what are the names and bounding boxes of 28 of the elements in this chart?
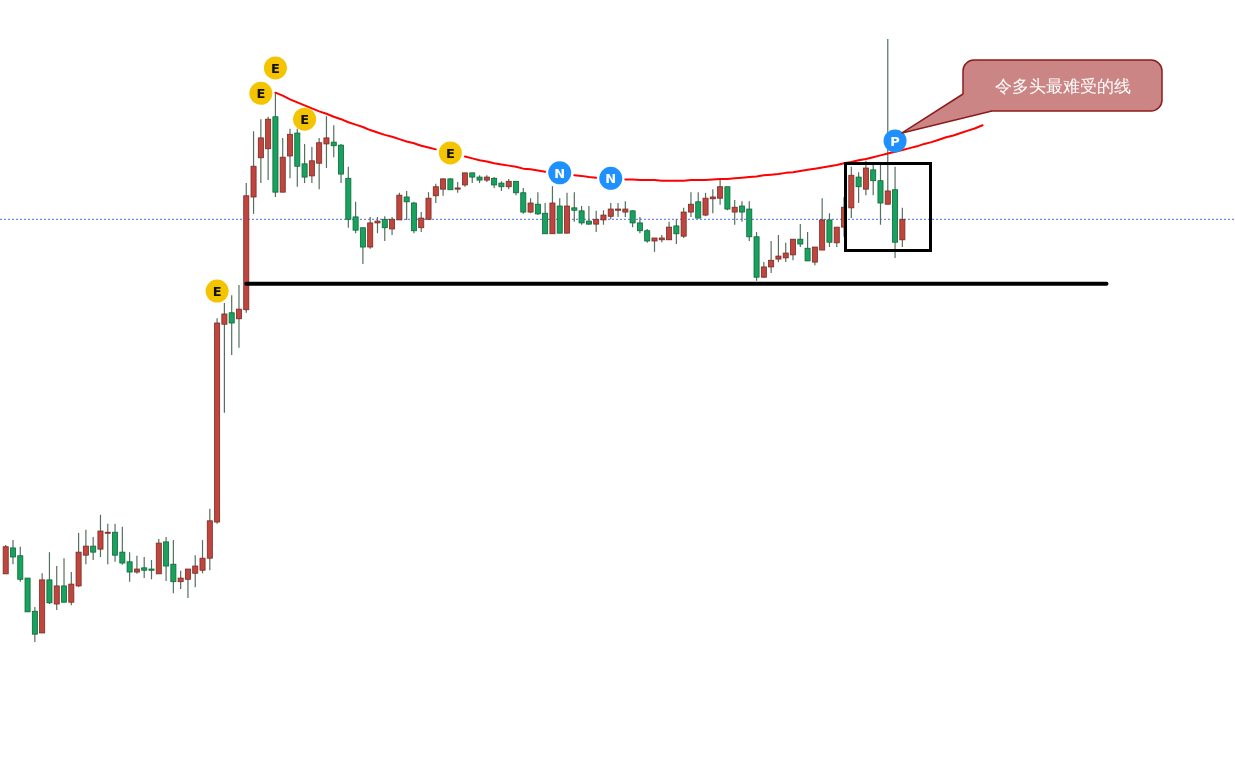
candlestick <box>731 199 738 226</box>
candlestick <box>855 171 862 204</box>
candlestick <box>133 555 140 575</box>
text: E <box>256 85 266 101</box>
candlestick <box>90 536 97 561</box>
candlestick <box>61 557 67 603</box>
text: E <box>270 60 280 76</box>
candlestick <box>673 218 680 245</box>
candlestick <box>862 160 869 196</box>
text: N <box>605 170 617 186</box>
candlestick <box>228 294 235 356</box>
series-label: E <box>300 111 310 127</box>
text: E <box>212 283 222 299</box>
candlestick <box>53 565 60 611</box>
candlestick <box>695 191 702 219</box>
candlestick <box>287 128 293 179</box>
candlestick <box>884 38 891 205</box>
series-label: N <box>554 165 566 181</box>
annotation: 令多头最难受的线 <box>994 75 1131 96</box>
candlestick <box>797 223 804 248</box>
text: E <box>445 145 455 161</box>
candlestick <box>899 207 906 248</box>
candlestick <box>381 215 388 242</box>
candlestick <box>804 231 811 262</box>
series-label: P <box>890 133 900 149</box>
candlestick <box>46 551 53 605</box>
candlestick <box>826 212 833 248</box>
candlestick <box>403 190 410 221</box>
